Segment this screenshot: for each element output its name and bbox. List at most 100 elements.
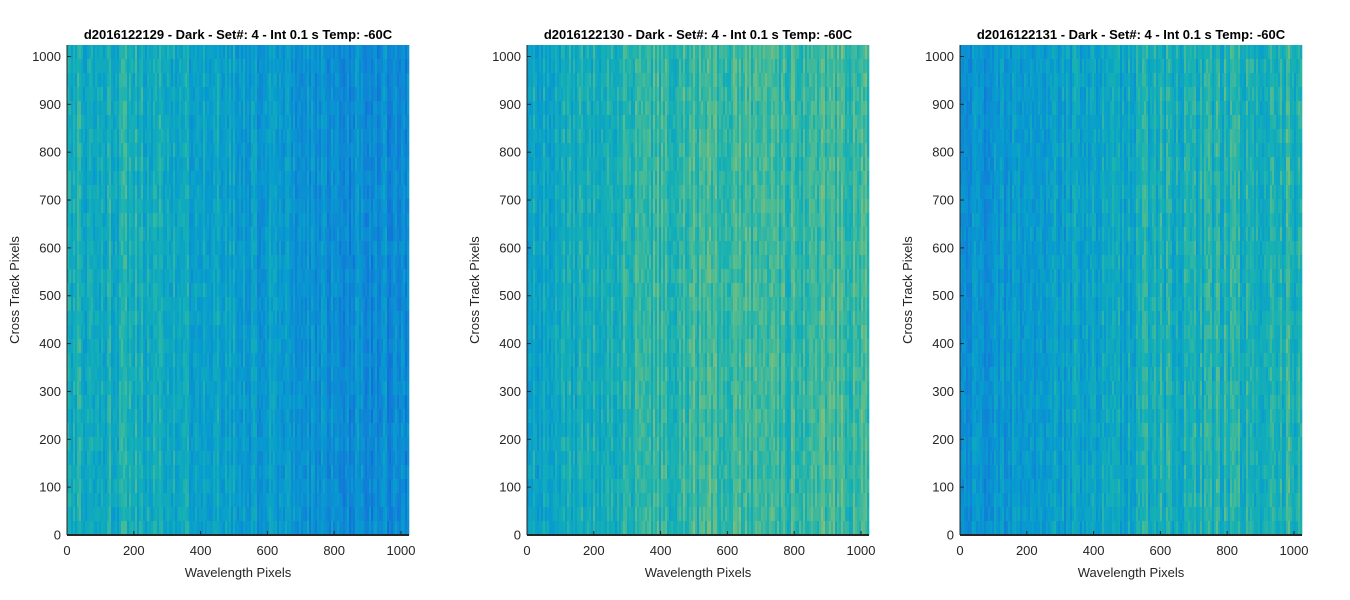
heatmap-cell xyxy=(71,339,73,353)
heatmap-cell xyxy=(197,59,199,73)
heatmap-cell xyxy=(221,507,223,521)
heatmap-cell xyxy=(113,227,115,241)
heatmap-cell xyxy=(305,101,307,115)
heatmap-cell xyxy=(329,479,331,493)
heatmap-cell xyxy=(323,269,325,283)
heatmap-cell xyxy=(79,437,81,451)
heatmap-cell xyxy=(121,87,123,101)
heatmap-cell xyxy=(307,437,309,451)
heatmap-cell xyxy=(119,437,121,451)
heatmap-cell xyxy=(133,199,135,213)
heatmap-cell xyxy=(139,325,141,339)
heatmap-cell xyxy=(335,185,337,199)
heatmap-cell xyxy=(345,297,347,311)
heatmap-cell xyxy=(249,437,251,451)
heatmap-cell xyxy=(151,45,153,59)
heatmap-cell xyxy=(307,87,309,101)
heatmap-cell xyxy=(215,507,217,521)
heatmap-cell xyxy=(125,185,127,199)
heatmap-cell xyxy=(231,129,233,143)
heatmap-cell xyxy=(315,367,317,381)
heatmap-cell xyxy=(257,255,259,269)
heatmap-cell xyxy=(103,241,105,255)
heatmap-cell xyxy=(261,269,263,283)
heatmap-cell xyxy=(339,143,341,157)
heatmap-cell xyxy=(311,283,313,297)
heatmap-cell xyxy=(243,45,245,59)
heatmap-cell xyxy=(249,367,251,381)
heatmap-cell xyxy=(79,73,81,87)
heatmap-cell xyxy=(331,339,333,353)
heatmap-cell xyxy=(249,199,251,213)
heatmap-cell xyxy=(95,171,97,185)
heatmap-cell xyxy=(253,213,255,227)
heatmap-cell xyxy=(147,241,149,255)
heatmap-cell xyxy=(321,227,323,241)
heatmap-cell xyxy=(225,507,227,521)
heatmap-cell xyxy=(283,73,285,87)
heatmap-cell xyxy=(159,367,161,381)
heatmap-cell xyxy=(167,157,169,171)
heatmap-cell xyxy=(261,45,263,59)
heatmap-cell xyxy=(253,87,255,101)
heatmap-cell xyxy=(95,101,97,115)
heatmap-cell xyxy=(289,451,291,465)
heatmap-cell xyxy=(167,451,169,465)
heatmap-cell xyxy=(115,451,117,465)
heatmap-cell xyxy=(291,157,293,171)
heatmap-cell xyxy=(251,87,253,101)
heatmap-cell xyxy=(323,101,325,115)
heatmap-cell xyxy=(239,437,241,451)
heatmap-cell xyxy=(91,143,93,157)
heatmap-cell xyxy=(125,311,127,325)
heatmap-cell xyxy=(245,115,247,129)
heatmap-cell xyxy=(247,283,249,297)
heatmap-cell xyxy=(251,437,253,451)
heatmap-cell xyxy=(111,87,113,101)
heatmap-cell xyxy=(105,115,107,129)
heatmap-cell xyxy=(253,437,255,451)
heatmap-cell xyxy=(181,367,183,381)
heatmap-cell xyxy=(295,339,297,353)
heatmap-cell xyxy=(103,213,105,227)
heatmap-cell xyxy=(253,157,255,171)
heatmap-cell xyxy=(111,437,113,451)
heatmap-cell xyxy=(257,171,259,185)
heatmap-cell xyxy=(95,283,97,297)
heatmap-cell xyxy=(109,409,111,423)
heatmap-cell xyxy=(93,465,95,479)
heatmap-cell xyxy=(159,45,161,59)
heatmap-cell xyxy=(335,157,337,171)
heatmap-cell xyxy=(307,381,309,395)
heatmap-cell xyxy=(303,353,305,367)
heatmap-cell xyxy=(229,45,231,59)
heatmap-cell xyxy=(155,325,157,339)
heatmap-cell xyxy=(173,213,175,227)
heatmap-cell xyxy=(343,269,345,283)
heatmap-cell xyxy=(77,437,79,451)
heatmap-cell xyxy=(171,423,173,437)
heatmap-cell xyxy=(175,493,177,507)
heatmap-cell xyxy=(89,185,91,199)
heatmap-cell xyxy=(139,73,141,87)
heatmap-cell xyxy=(301,479,303,493)
heatmap-cell xyxy=(239,479,241,493)
heatmap-cell xyxy=(261,185,263,199)
heatmap-cell xyxy=(101,283,103,297)
heatmap-cell xyxy=(297,311,299,325)
heatmap-cell xyxy=(135,255,137,269)
heatmap-cell xyxy=(349,465,351,479)
heatmap-cell xyxy=(181,437,183,451)
heatmap-cell xyxy=(99,395,101,409)
heatmap-cell xyxy=(313,423,315,437)
heatmap-cell xyxy=(309,241,311,255)
heatmap-cell xyxy=(337,171,339,185)
heatmap-cell xyxy=(209,437,211,451)
heatmap-cell xyxy=(105,311,107,325)
heatmap-cell xyxy=(149,157,151,171)
heatmap-cell xyxy=(171,409,173,423)
heatmap-cell xyxy=(135,521,137,535)
heatmap-cell xyxy=(159,423,161,437)
heatmap-cell xyxy=(169,143,171,157)
